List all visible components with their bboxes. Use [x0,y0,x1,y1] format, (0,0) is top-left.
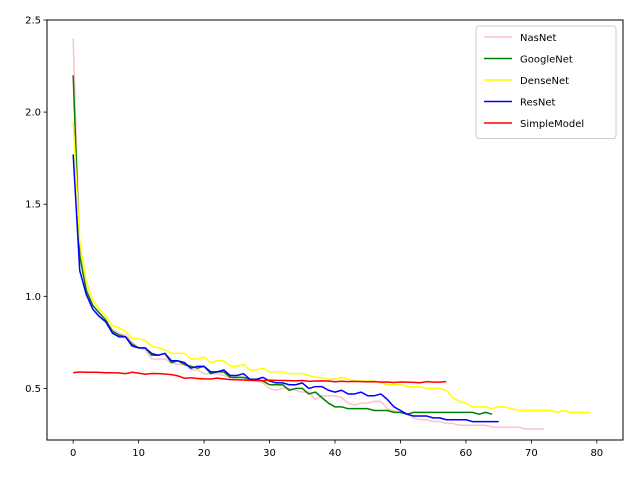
legend-box [475,25,617,139]
y-tick-label: 1.5 [25,200,41,211]
legend-label-densenet: DenseNet [520,76,569,87]
x-tick-label: 60 [460,448,473,459]
legend-label-simplemodel: SimpleModel [520,119,584,130]
x-tick-label: 80 [590,448,603,459]
series-line-resnet [72,154,499,423]
series-line-densenet [72,121,591,414]
y-tick-label: 1.0 [25,292,41,303]
x-tick-label: 30 [263,448,276,459]
x-tick-label: 40 [329,448,342,459]
x-tick-label: 10 [132,448,145,459]
y-axis: 0.5 1.0 1.5 2.0 2.5 [25,16,47,395]
y-tick-label: 0.5 [25,384,41,395]
y-tick-label: 2.0 [25,108,41,119]
legend: NasNet GoogleNet DenseNet ResNet SimpleModel [475,25,617,139]
y-tick-label: 2.5 [25,16,41,27]
legend-label-resnet: ResNet [520,98,555,109]
x-tick-label: 20 [198,448,211,459]
x-tick-label: 70 [525,448,538,459]
x-tick-label: 50 [394,448,407,459]
series-line-nasnet [72,38,545,430]
x-tick-label: 0 [70,448,76,459]
x-axis: 0 10 20 30 40 50 60 70 80 [70,440,603,459]
series-line-simplemodel [73,371,447,384]
legend-label-googlenet: GoogleNet [520,55,573,66]
series-layer [72,38,591,430]
legend-label-nasnet: NasNet [520,33,556,44]
